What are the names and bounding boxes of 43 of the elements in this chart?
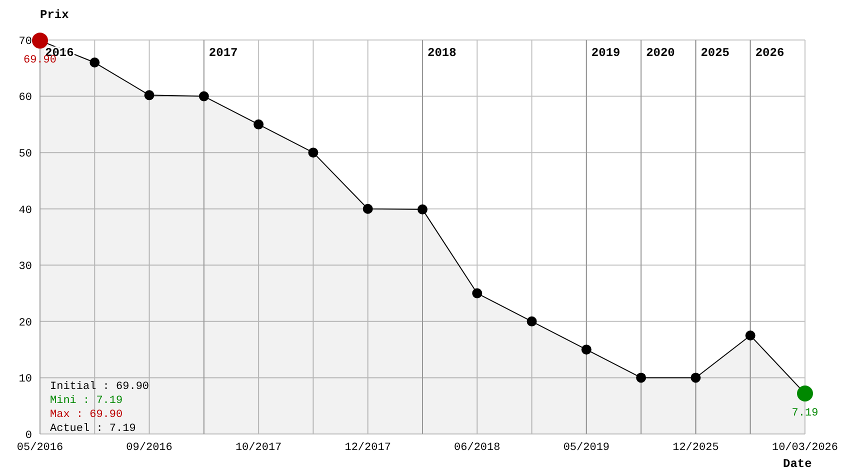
x-tick-label: 12/2025 — [672, 442, 719, 454]
point — [198, 91, 209, 102]
x-tick-label: 12/2017 — [344, 442, 391, 454]
annotation: 2018 — [428, 46, 456, 60]
y-tick-label: 0 — [25, 430, 32, 442]
y-tick-label: 50 — [18, 148, 32, 160]
point — [636, 372, 646, 383]
x-tick-label: 05/2019 — [563, 442, 610, 454]
y-tick-label: 70 — [18, 36, 32, 48]
point — [254, 119, 264, 130]
annotation: Actuel : 7.19 — [50, 422, 137, 436]
y-tick-label: 40 — [18, 204, 32, 217]
x-tick-label: 10/03/2026 — [772, 442, 838, 454]
annotation: 2017 — [208, 46, 238, 60]
x-tick-label: 05/2016 — [16, 442, 64, 454]
annotation: 2025 — [700, 46, 730, 60]
annotation: 2026 — [755, 46, 784, 60]
annotation: Initial : 69.90 — [50, 380, 150, 394]
data-label: 69.90 — [23, 54, 57, 67]
y-tick-label: 20 — [18, 317, 32, 330]
x-tick-label: 09/2016 — [126, 442, 172, 454]
point — [472, 288, 482, 298]
x-axis-title: Date — [783, 457, 812, 471]
point — [362, 204, 373, 214]
y-axis-title: Prix — [40, 8, 69, 22]
x-tick-label: 10/2017 — [235, 442, 282, 454]
x-tick-label: 06/2018 — [454, 442, 500, 454]
point — [745, 330, 756, 340]
data-label: 7.19 — [792, 408, 818, 420]
y-tick-label: 60 — [18, 92, 32, 104]
point — [144, 90, 154, 100]
point — [526, 316, 537, 326]
annotation: Max : 69.90 — [50, 408, 124, 422]
point — [690, 372, 701, 383]
y-tick-label: 30 — [18, 261, 32, 274]
annotation: Mini : 7.19 — [50, 394, 124, 408]
point — [90, 58, 100, 68]
point — [581, 344, 592, 355]
point — [308, 148, 318, 158]
point — [418, 204, 428, 214]
y-tick-label: 10 — [18, 374, 32, 386]
annotation: 2019 — [591, 46, 620, 60]
annotation: 2020 — [646, 46, 675, 60]
